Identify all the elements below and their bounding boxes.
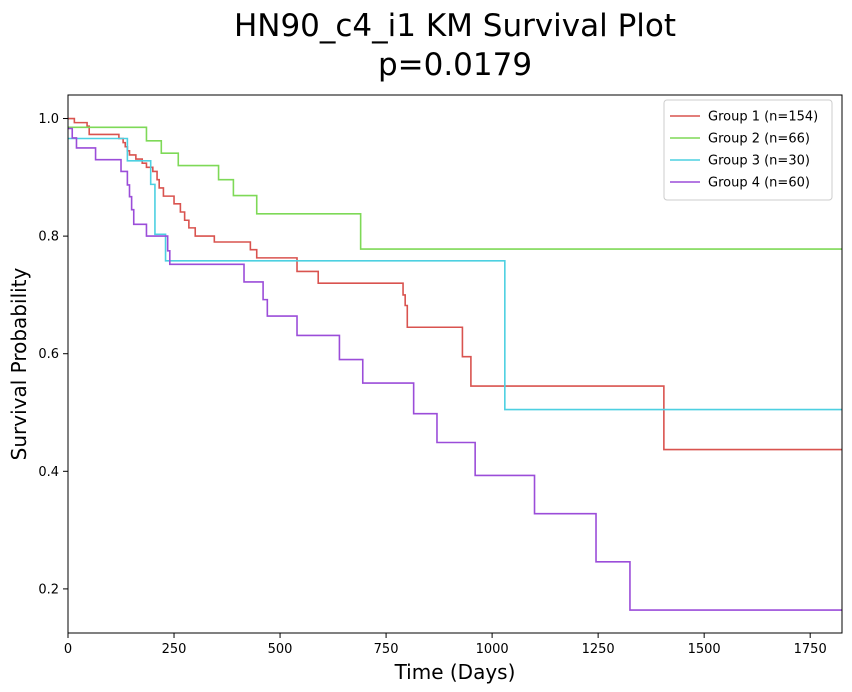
- legend: Group 1 (n=154) Group 2 (n=66) Group 3 (n=…: [663, 99, 833, 201]
- series-layer: [68, 117, 842, 611]
- series-line-group-1: [68, 117, 842, 451]
- series-line-group-3: [68, 137, 842, 411]
- legend-label: Group 1 (n=154): [708, 110, 818, 125]
- chart-title-line-1: HN90_c4_i1 KM Survival Plot: [234, 8, 676, 44]
- series-line-group-4: [68, 127, 842, 611]
- y-tick-label: 1.0: [38, 112, 59, 127]
- x-tick-label: 0: [64, 642, 72, 657]
- legend-label: Group 4 (n=60): [708, 176, 810, 191]
- x-tick-label: 250: [162, 642, 187, 657]
- axes-layer: 0 250 500 750 1000 1250 1500 1750 0.2 0.4 0.6 0.8 1.…: [38, 94, 843, 657]
- legend-box: [663, 99, 833, 201]
- x-tick-label: 750: [374, 642, 399, 657]
- x-tick-label: 1500: [688, 642, 721, 657]
- y-axis-label: Survival Probability: [7, 267, 31, 460]
- x-axis-label: Time (Days): [394, 660, 516, 684]
- legend-label: Group 3 (n=30): [708, 154, 810, 169]
- plot-frame: [67, 94, 843, 634]
- x-tick-label: 500: [268, 642, 293, 657]
- x-tick-label: 1250: [582, 642, 615, 657]
- y-tick-label: 0.8: [38, 230, 59, 245]
- x-tick-label: 1750: [794, 642, 827, 657]
- y-tick-label: 0.2: [38, 582, 59, 597]
- series-line-group-2: [68, 126, 842, 250]
- y-tick-label: 0.4: [38, 465, 59, 480]
- y-tick-label: 0.6: [38, 347, 59, 362]
- legend-label: Group 2 (n=66): [708, 132, 810, 147]
- chart-title-line-2: p=0.0179: [378, 47, 532, 83]
- x-tick-label: 1000: [476, 642, 509, 657]
